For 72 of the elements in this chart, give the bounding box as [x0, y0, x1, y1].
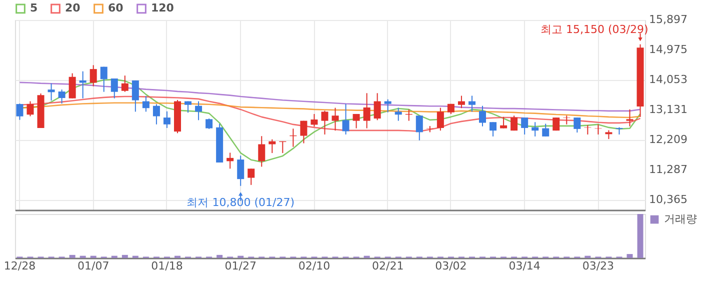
candlestick: [342, 103, 350, 135]
candlestick: [152, 104, 160, 125]
legend-label: 거래량: [664, 212, 697, 226]
candlestick: [436, 107, 444, 132]
candlestick: [542, 123, 550, 137]
candlestick: [490, 122, 497, 137]
candlestick: [48, 82, 55, 102]
bar: [69, 254, 76, 258]
candlestick: [394, 107, 402, 122]
candlestick: [321, 110, 328, 135]
candlestick: [384, 98, 392, 113]
candlestick: [258, 136, 266, 168]
candlestick: [68, 72, 76, 99]
legend-label: 5: [30, 2, 38, 15]
candlestick: [237, 155, 244, 186]
candlestick: [552, 117, 560, 132]
bar: [637, 214, 644, 258]
bar: [122, 254, 128, 258]
x-tick-label: 01/18: [151, 260, 183, 272]
legend-label: 60: [108, 2, 124, 15]
y-tick-label: 11,287: [649, 163, 688, 176]
x-tick-label: 03/14: [508, 260, 540, 272]
x-tick-label: 03/23: [582, 260, 614, 272]
candlestick: [500, 116, 508, 129]
y-tick-label: 12,209: [649, 133, 688, 146]
candlestick: [563, 115, 570, 125]
candlestick: [142, 96, 150, 112]
candlestick: [352, 113, 360, 129]
legend-label: 120: [151, 2, 174, 15]
candlestick: [626, 108, 634, 127]
x-tick-label: 02/21: [372, 260, 404, 272]
candlestick: [468, 95, 476, 112]
x-tick-label: 01/07: [78, 260, 110, 272]
x-tick-label: 01/27: [224, 260, 256, 272]
candlestick: [163, 110, 170, 128]
candlestick: [510, 115, 518, 132]
annotation: 최고 15,150 (03/29): [540, 23, 648, 36]
candlestick: [363, 92, 370, 129]
candlestick: [300, 120, 308, 144]
y-tick-label: 14,053: [649, 73, 688, 86]
candlestick: [206, 118, 213, 130]
y-tick-label: 15,897: [649, 13, 688, 26]
candlestick: [479, 105, 486, 127]
candlestick: [532, 122, 539, 137]
y-tick-label: 13,131: [649, 103, 688, 116]
bar: [216, 254, 223, 258]
legend-label: 20: [65, 2, 81, 15]
candlestick: [100, 66, 108, 92]
candlestick: [374, 92, 381, 121]
candlestick: [195, 100, 202, 121]
y-tick-label: 10,365: [649, 193, 688, 206]
candlestick: [248, 168, 255, 186]
x-tick-label: 03/02: [435, 260, 467, 272]
bar: [626, 254, 633, 258]
candlestick: [121, 75, 128, 92]
candlestick: [332, 107, 339, 132]
y-tick-label: 14,975: [649, 43, 688, 56]
candlestick: [416, 115, 423, 141]
x-tick-label: 12/28: [4, 260, 36, 272]
candlestick: [110, 78, 118, 99]
x-tick-label: 02/10: [298, 260, 330, 272]
candlestick: [458, 95, 465, 109]
candlestick: [132, 80, 139, 112]
candlestick: [521, 117, 528, 135]
annotation: 최저 10,800 (01/27): [186, 196, 294, 209]
candlestick: [26, 100, 34, 117]
candlestick: [574, 117, 581, 134]
candlestick: [226, 152, 234, 170]
candlestick: [310, 113, 318, 128]
candlestick: [58, 89, 66, 104]
candlestick: [16, 103, 24, 120]
candlestick: [90, 64, 97, 87]
